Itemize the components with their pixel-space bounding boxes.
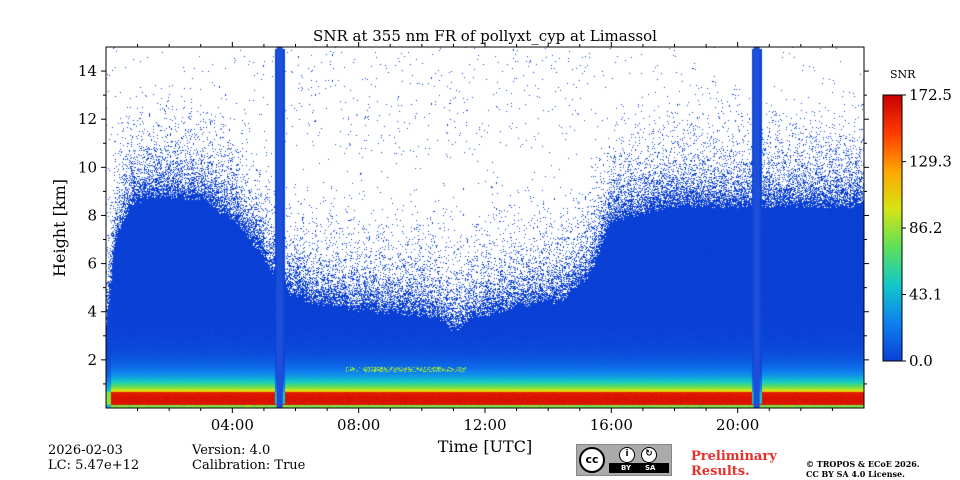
by-label: BY (621, 464, 632, 472)
colorbar-tick-label: 43.1 (909, 286, 942, 304)
snr-heatmap (106, 47, 864, 408)
calibration-gap-2 (753, 47, 760, 408)
x-tick-label: 08:00 (337, 416, 380, 434)
attribution-icon: i (619, 447, 635, 463)
sa-label: SA (645, 464, 656, 472)
y-tick-label: 6 (87, 255, 97, 273)
y-tick-label: 2 (87, 351, 97, 369)
footer-date: 2026-02-03 (48, 443, 123, 458)
colorbar: SNR 0.0 43.1 86.2 129.3 172.5 (882, 68, 952, 370)
copyright-line1: © TROPOS & ECoE 2026. (806, 459, 920, 469)
y-tick-label: 4 (87, 303, 97, 321)
plot-area (105, 46, 865, 409)
y-tick-label: 14 (78, 62, 97, 80)
copyright-line2: CC BY SA 4.0 License. (806, 469, 905, 479)
y-tick-label: 12 (78, 110, 97, 128)
footer-version: Version: 4.0 (192, 443, 271, 458)
x-tick-label: 04:00 (211, 416, 254, 434)
colorbar-tick-label: 86.2 (909, 219, 942, 237)
cc-icon: cc (579, 447, 605, 473)
preliminary-label-line1: Preliminary (691, 449, 777, 464)
x-tick-label: 12:00 (463, 416, 506, 434)
y-tick-label: 8 (87, 206, 97, 224)
footer-lidar-constant: LC: 5.47e+12 (48, 458, 140, 473)
footer-calibration: Calibration: True (192, 458, 306, 473)
colorbar-tick-label: 172.5 (909, 86, 952, 104)
x-tick-label: 20:00 (716, 416, 759, 434)
colorbar-tick-label: 0.0 (909, 352, 933, 370)
x-tick-label: 16:00 (590, 416, 633, 434)
y-tick-label: 10 (78, 158, 97, 176)
colorbar-gradient (882, 94, 903, 362)
y-axis-label: Height [km] (50, 179, 69, 277)
x-axis: 04:00 08:00 12:00 16:00 20:00 (137, 42, 833, 434)
share-alike-icon: ↻ (641, 447, 657, 463)
y-axis: 2 4 6 8 10 12 14 (78, 62, 869, 385)
cc-license-badge: cc i ↻ BY SA (576, 444, 672, 476)
preliminary-label-line2: Results. (691, 464, 750, 479)
colorbar-label: SNR (890, 68, 916, 81)
x-axis-label: Time [UTC] (438, 437, 532, 456)
chart-title: SNR at 355 nm FR of pollyxt_cyp at Limas… (313, 27, 657, 45)
calibration-gap-1 (276, 47, 283, 408)
colorbar-tick-label: 129.3 (909, 153, 952, 171)
